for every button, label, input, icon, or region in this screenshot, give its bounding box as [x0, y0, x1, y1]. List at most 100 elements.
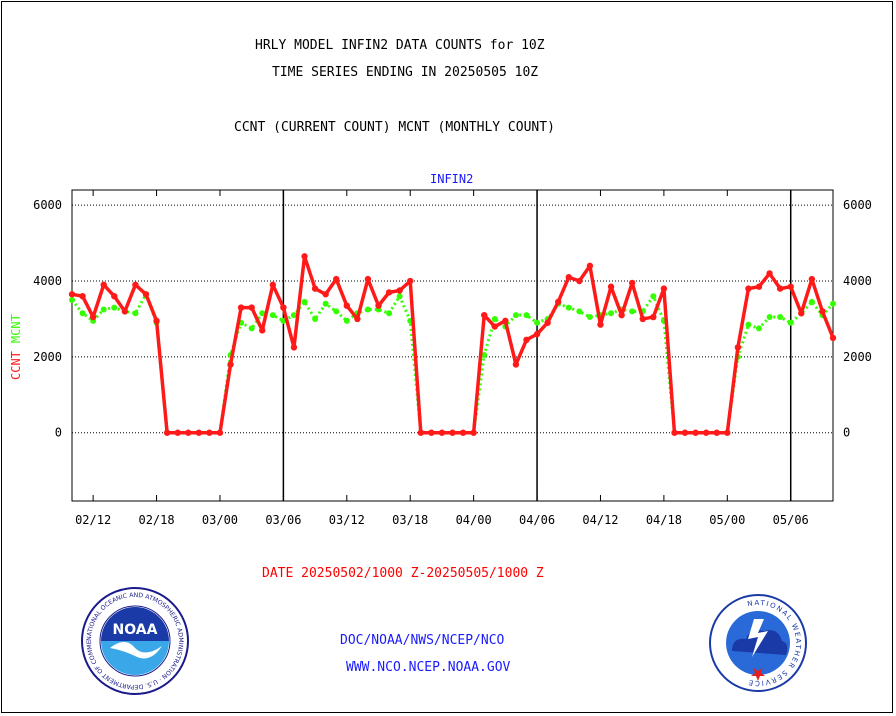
data-point-ccnt [512, 361, 520, 368]
data-point-ccnt [491, 323, 498, 330]
data-point-mcnt [534, 319, 541, 326]
data-point-ccnt [248, 304, 255, 311]
y-tick-label-left: 4000 [33, 274, 62, 288]
data-point-mcnt [565, 304, 572, 311]
data-point-mcnt [333, 308, 340, 315]
data-point-ccnt [576, 277, 583, 285]
x-tick-label: 05/00 [709, 513, 745, 527]
data-point-mcnt [248, 325, 255, 332]
x-tick-label: 05/06 [773, 513, 809, 527]
data-point-ccnt [206, 429, 213, 436]
x-tick-label: 04/06 [519, 513, 555, 527]
data-point-ccnt [459, 429, 467, 436]
data-point-mcnt [608, 310, 615, 317]
x-tick-label: 04/18 [646, 513, 682, 527]
data-point-ccnt [798, 310, 805, 317]
data-point-ccnt [702, 429, 710, 436]
website-link[interactable]: WWW.NCO.NCEP.NOAA.GOV [346, 660, 511, 675]
data-point-ccnt [449, 429, 456, 436]
data-point-mcnt [523, 312, 530, 319]
y-tick-label-right: 2000 [843, 350, 872, 364]
data-point-ccnt [724, 429, 731, 436]
data-point-mcnt [111, 304, 118, 311]
data-point-ccnt [396, 287, 403, 294]
data-point-ccnt [333, 275, 340, 283]
data-point-ccnt [407, 277, 414, 285]
data-point-ccnt [417, 429, 424, 436]
data-point-ccnt [121, 308, 129, 315]
data-point-mcnt [132, 310, 139, 317]
data-point-ccnt [364, 275, 372, 283]
data-point-mcnt [586, 314, 593, 321]
x-tick-label: 03/00 [202, 513, 238, 527]
chart-title-line2: TIME SERIES ENDING IN 20250505 10Z [272, 65, 539, 80]
data-point-ccnt [639, 315, 646, 323]
data-point-ccnt [174, 429, 181, 436]
data-point-mcnt [745, 321, 752, 328]
data-point-ccnt [428, 429, 435, 436]
y-axis-label: CCNT MCNT [9, 314, 23, 380]
y-axis-label-ccnt: CCNT [9, 351, 23, 380]
y-tick-label-left: 2000 [33, 350, 62, 364]
data-point-mcnt [787, 319, 794, 326]
x-tick-label: 04/00 [456, 513, 492, 527]
data-point-ccnt [808, 275, 816, 283]
data-point-mcnt [512, 312, 519, 319]
data-point-ccnt [766, 270, 773, 277]
data-point-mcnt [830, 300, 836, 307]
data-point-ccnt [544, 319, 551, 326]
plot-label: INFIN2 [430, 172, 474, 186]
data-point-mcnt [322, 300, 329, 307]
data-point-ccnt [628, 279, 636, 287]
data-point-ccnt [100, 281, 107, 289]
y-tick-label-left: 6000 [33, 198, 62, 212]
data-point-ccnt [787, 283, 794, 290]
data-point-ccnt [89, 313, 97, 321]
x-tick-label: 02/18 [138, 513, 174, 527]
data-point-ccnt [68, 291, 76, 298]
data-point-mcnt [290, 312, 297, 319]
data-point-ccnt [565, 274, 572, 281]
chart-title-line1: HRLY MODEL INFIN2 DATA COUNTS for 10Z [255, 38, 545, 53]
data-point-ccnt [597, 321, 604, 328]
data-point-mcnt [312, 315, 319, 322]
chart-subtitle: CCNT (CURRENT COUNT) MCNT (MONTHLY COUNT… [234, 120, 555, 135]
x-tick-label: 03/12 [329, 513, 365, 527]
data-point-mcnt [269, 312, 276, 319]
data-point-ccnt [438, 429, 446, 436]
data-point-mcnt [69, 296, 75, 303]
data-point-ccnt [237, 304, 245, 311]
data-point-ccnt [142, 291, 150, 298]
data-point-ccnt [692, 429, 699, 436]
data-point-ccnt [734, 344, 742, 351]
data-point-ccnt [829, 334, 837, 342]
data-point-ccnt [280, 304, 287, 311]
data-point-mcnt [364, 306, 371, 313]
data-point-ccnt [681, 429, 689, 436]
data-point-mcnt [301, 298, 308, 305]
data-point-ccnt [586, 262, 594, 270]
data-point-mcnt [576, 308, 583, 315]
data-point-ccnt [290, 344, 298, 351]
data-point-ccnt [554, 298, 562, 306]
data-point-ccnt [385, 289, 393, 296]
x-tick-label: 04/12 [582, 513, 618, 527]
y-tick-label-right: 0 [843, 426, 850, 440]
noaa-logo-text: NOAA [113, 622, 158, 638]
data-point-mcnt [481, 351, 488, 358]
data-point-mcnt [386, 310, 393, 317]
y-tick-label-right: 6000 [843, 198, 872, 212]
data-point-ccnt [618, 311, 625, 319]
data-point-mcnt [808, 298, 815, 305]
x-tick-label: 02/12 [75, 513, 111, 527]
data-point-ccnt [216, 429, 224, 436]
data-point-ccnt [470, 429, 477, 436]
data-point-ccnt [79, 292, 86, 300]
data-point-ccnt [671, 429, 678, 436]
data-point-ccnt [111, 292, 118, 300]
data-point-ccnt [259, 327, 266, 334]
data-point-ccnt [650, 313, 657, 321]
data-point-ccnt [354, 315, 361, 323]
